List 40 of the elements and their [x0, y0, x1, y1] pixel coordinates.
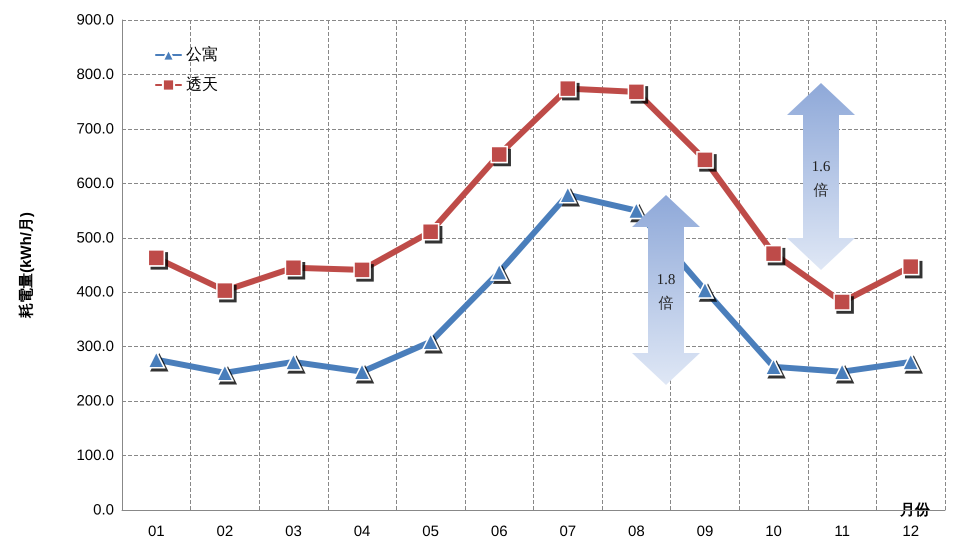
x-tick-label: 10 — [765, 523, 782, 540]
point — [628, 83, 646, 101]
x-tick-label: 12 — [902, 523, 920, 540]
x-tick-label: 04 — [354, 523, 370, 540]
point — [559, 80, 577, 98]
y-tick-label: 800.0 — [76, 66, 114, 83]
y-tick-label: 500.0 — [76, 229, 114, 246]
x-tick-label: 07 — [559, 523, 576, 540]
point — [490, 146, 508, 164]
x-tick-label: 03 — [285, 523, 302, 540]
annotation: 1.8 倍 — [656, 271, 676, 314]
y-tick-label: 0.0 — [93, 502, 114, 518]
point — [833, 293, 851, 311]
point — [696, 151, 714, 169]
x-tick-label: 08 — [628, 523, 645, 540]
point — [148, 249, 166, 267]
point — [422, 223, 440, 241]
y-tick-label: 700.0 — [76, 120, 114, 138]
point — [764, 358, 782, 376]
annotation: 1.6 倍 — [810, 158, 832, 200]
x-tick-label: 01 — [148, 523, 165, 540]
point — [284, 258, 302, 276]
y-tick-label: 200.0 — [76, 392, 114, 410]
x-tick-label: 06 — [490, 523, 508, 540]
x-tick-label: 05 — [422, 523, 439, 540]
x-tick-label: 02 — [216, 523, 234, 540]
y-tick-label: 100.0 — [76, 447, 114, 464]
y-tick-label: 300.0 — [76, 338, 114, 356]
legend-label: 透天 — [186, 76, 218, 94]
y-tick-label: 600.0 — [76, 174, 114, 192]
x-tick-label: 09 — [696, 523, 714, 540]
legend-label: 公寓 — [186, 46, 218, 64]
y-axis-title: 耗電量(kWh/月) — [18, 212, 35, 319]
point — [764, 244, 782, 262]
point — [353, 261, 371, 279]
y-tick-label: 900.0 — [76, 12, 114, 28]
y-tick-label: 400.0 — [76, 284, 114, 301]
x-tick-label: 11 — [834, 523, 850, 540]
point — [902, 258, 920, 276]
point — [216, 282, 234, 300]
